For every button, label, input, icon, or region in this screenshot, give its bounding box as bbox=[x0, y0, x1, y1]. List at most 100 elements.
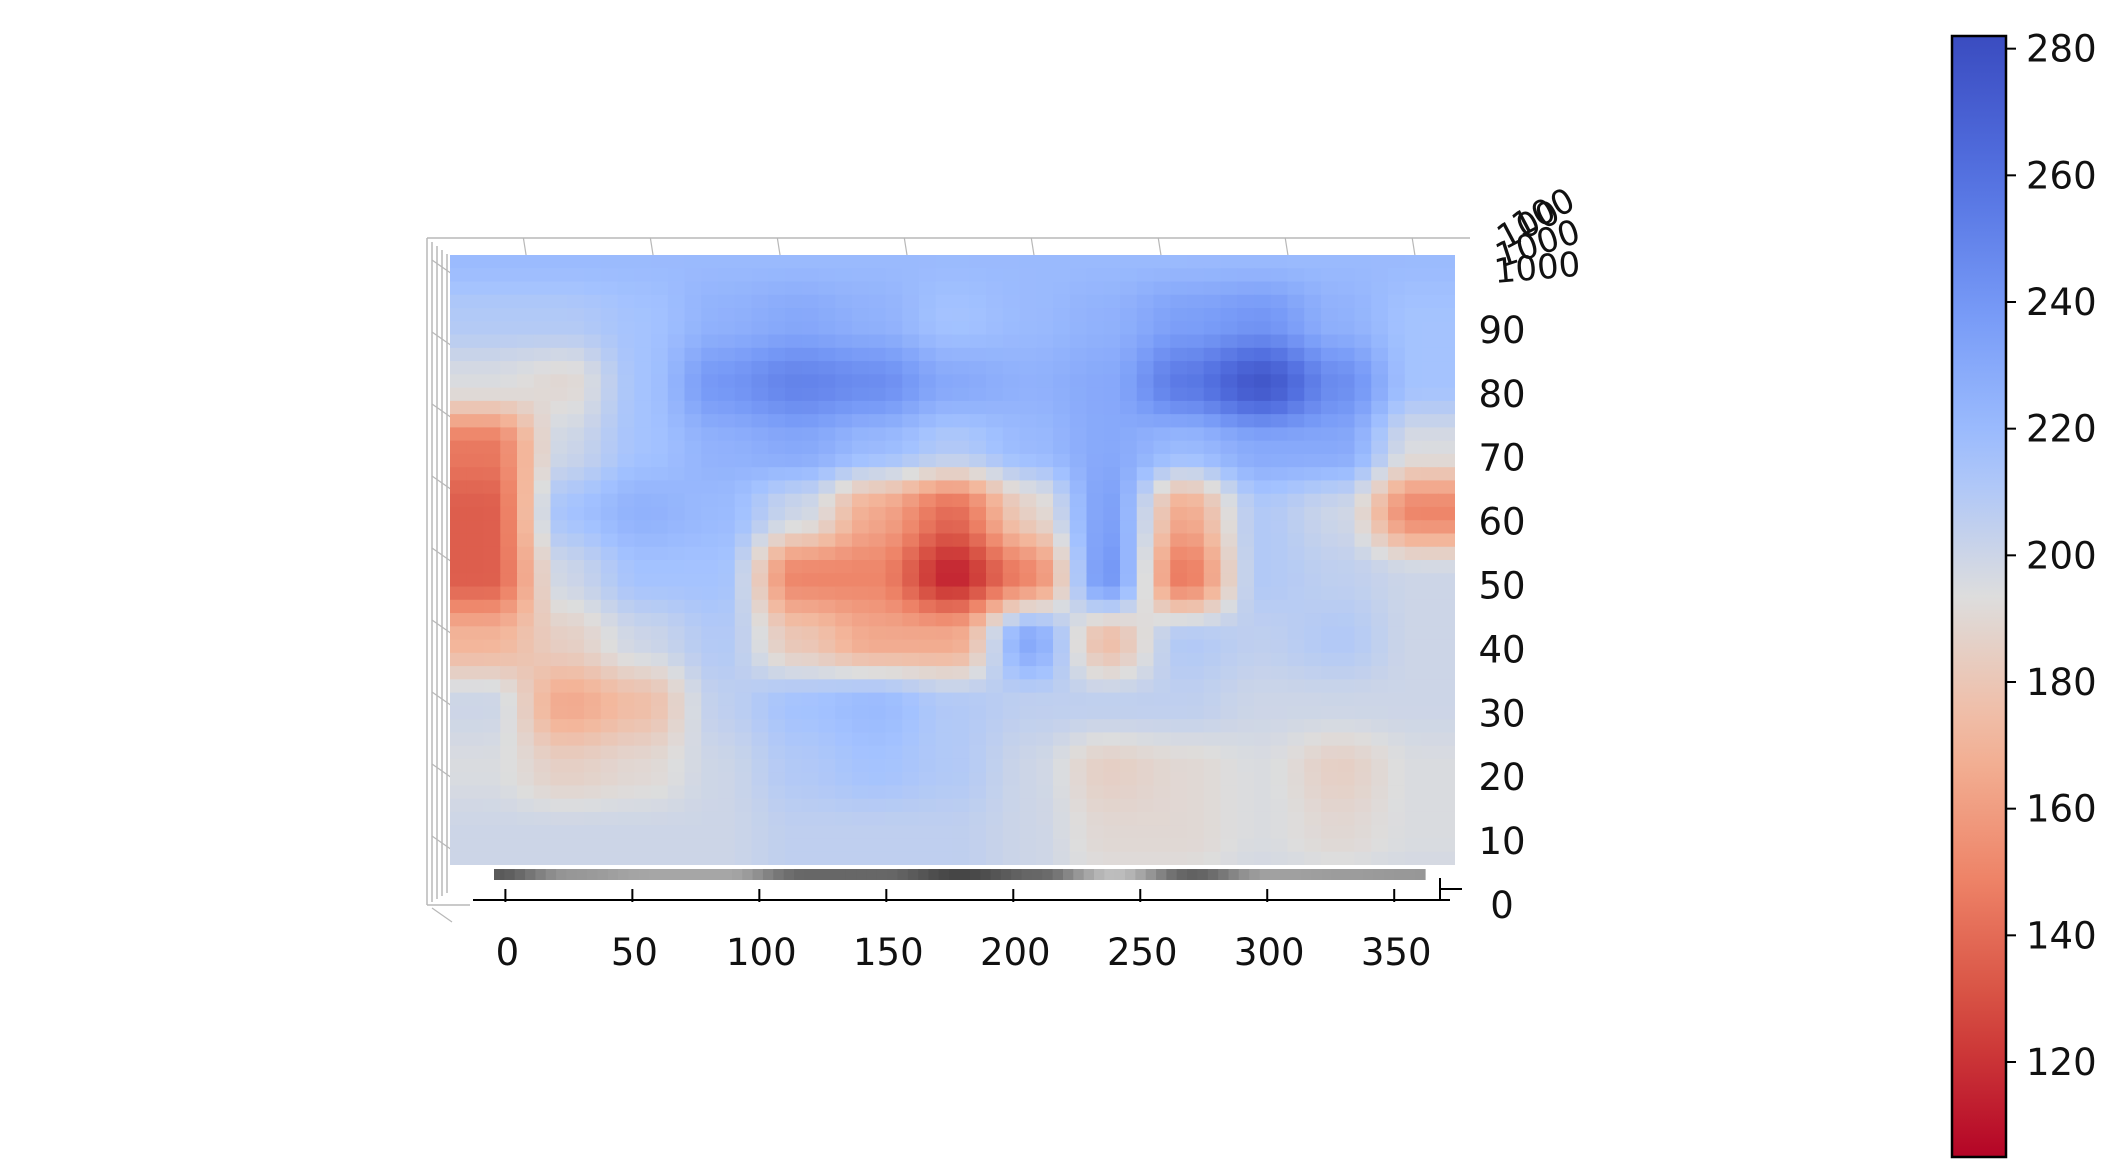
heatmap-cell bbox=[1053, 666, 1071, 680]
heatmap-cell bbox=[600, 400, 619, 415]
heatmap-cell bbox=[868, 838, 887, 853]
heatmap-cell bbox=[1421, 838, 1439, 853]
heatmap-cell bbox=[1438, 334, 1455, 349]
heatmap-cell bbox=[919, 347, 937, 362]
heatmap-cell bbox=[952, 361, 970, 375]
heatmap-cell bbox=[584, 334, 602, 349]
heatmap-cell bbox=[701, 334, 719, 349]
heatmap-cell bbox=[1036, 745, 1054, 760]
heatmap-cell bbox=[818, 838, 836, 853]
heatmap-cell bbox=[1421, 533, 1439, 548]
heatmap-cell bbox=[466, 374, 485, 389]
heatmap-cell bbox=[1388, 308, 1406, 322]
heatmap-cell bbox=[483, 599, 501, 614]
heatmap-cell bbox=[902, 825, 920, 840]
heatmap-cell bbox=[1270, 838, 1289, 853]
heatmap-cell bbox=[969, 705, 987, 720]
heatmap-cell bbox=[1019, 440, 1037, 455]
heatmap-cell bbox=[651, 626, 669, 641]
heatmap-cell bbox=[1304, 639, 1322, 654]
heatmap-cell bbox=[1404, 453, 1423, 468]
heatmap-cell bbox=[1136, 321, 1155, 336]
heatmap-cell bbox=[1036, 334, 1054, 349]
heatmap-cell bbox=[935, 255, 954, 269]
heatmap-cell bbox=[1237, 321, 1255, 336]
heatmap-cell bbox=[868, 719, 887, 733]
heatmap-cell bbox=[902, 467, 920, 482]
heatmap-cell bbox=[450, 745, 468, 760]
heatmap-cell bbox=[1120, 493, 1138, 508]
heatmap-cell bbox=[567, 560, 585, 574]
heatmap-cell bbox=[1170, 745, 1188, 760]
heatmap-cell bbox=[801, 387, 820, 402]
heatmap-cell bbox=[517, 679, 535, 694]
heatmap-cell bbox=[969, 281, 987, 296]
heatmap-cell bbox=[986, 281, 1004, 296]
strip-cell bbox=[1135, 869, 1147, 880]
heatmap-cell bbox=[801, 493, 820, 508]
heatmap-cell bbox=[885, 798, 903, 813]
heatmap-cell bbox=[1270, 772, 1289, 787]
heatmap-cell bbox=[634, 453, 652, 468]
heatmap-cell bbox=[1036, 732, 1054, 747]
heatmap-cell bbox=[1086, 506, 1104, 521]
heatmap-cell bbox=[651, 506, 669, 521]
heatmap-cell bbox=[634, 851, 652, 865]
heatmap-cell bbox=[684, 281, 702, 296]
heatmap-cell bbox=[517, 560, 535, 574]
heatmap-cell bbox=[902, 719, 920, 733]
heatmap-cell bbox=[1002, 825, 1021, 840]
heatmap-cell bbox=[483, 639, 501, 654]
heatmap-cell bbox=[1136, 599, 1155, 614]
heatmap-cell bbox=[785, 626, 803, 641]
heatmap-cell bbox=[986, 745, 1004, 760]
heatmap-cell bbox=[651, 639, 669, 654]
heatmap-cell bbox=[634, 321, 652, 336]
heatmap-cell bbox=[1086, 294, 1104, 309]
heatmap-cell bbox=[701, 347, 719, 362]
heatmap-cell bbox=[617, 851, 635, 865]
heatmap-cell bbox=[1404, 613, 1423, 627]
heatmap-cell bbox=[1388, 347, 1406, 362]
heatmap-cell bbox=[885, 825, 903, 840]
heatmap-cell bbox=[785, 679, 803, 694]
heatmap-cell bbox=[550, 679, 568, 694]
heatmap-cell bbox=[801, 480, 820, 495]
heatmap-cell bbox=[885, 652, 903, 667]
heatmap-cell bbox=[952, 758, 970, 773]
heatmap-cell bbox=[567, 321, 585, 336]
heatmap-cell bbox=[1220, 361, 1238, 375]
heatmap-cell bbox=[1287, 745, 1305, 760]
heatmap-cell bbox=[701, 361, 719, 375]
heatmap-cell bbox=[450, 639, 468, 654]
heatmap-cell bbox=[617, 546, 635, 561]
heatmap-cell bbox=[1354, 613, 1372, 627]
heatmap-cell bbox=[785, 347, 803, 362]
heatmap-cell bbox=[1203, 772, 1222, 787]
heatmap-cell bbox=[1321, 679, 1339, 694]
heatmap-cell bbox=[1270, 679, 1289, 694]
heatmap-cell bbox=[1187, 294, 1205, 309]
heatmap-cell bbox=[617, 666, 635, 680]
heatmap-cell bbox=[1438, 692, 1455, 707]
heatmap-cell bbox=[1187, 851, 1205, 865]
heatmap-cell bbox=[1153, 560, 1171, 574]
heatmap-cell bbox=[986, 851, 1004, 865]
heatmap-cell bbox=[1120, 334, 1138, 349]
heatmap-cell bbox=[550, 692, 568, 707]
heatmap-cell bbox=[718, 705, 736, 720]
heatmap-cell bbox=[734, 546, 753, 561]
heatmap-cell bbox=[567, 586, 585, 601]
heatmap-cell bbox=[1170, 825, 1188, 840]
heatmap-cell bbox=[1237, 268, 1255, 283]
heatmap-cell bbox=[952, 560, 970, 574]
heatmap-cell bbox=[1337, 255, 1356, 269]
heatmap-cell bbox=[1321, 851, 1339, 865]
heatmap-cell bbox=[1304, 546, 1322, 561]
heatmap-cell bbox=[1421, 626, 1439, 641]
heatmap-cell bbox=[1371, 400, 1389, 415]
heatmap-cell bbox=[1120, 533, 1138, 548]
heatmap-cell bbox=[1371, 506, 1389, 521]
heatmap-cell bbox=[1254, 321, 1272, 336]
heatmap-cell bbox=[1337, 268, 1356, 283]
